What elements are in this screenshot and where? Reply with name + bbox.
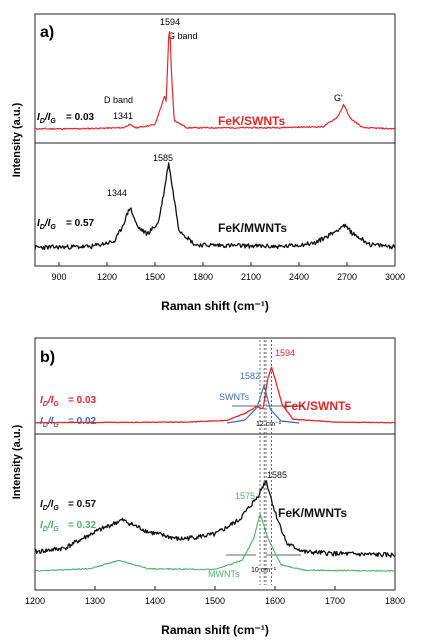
peak-label-1582-b: 1582 <box>240 371 260 381</box>
series-label-mwnts-b: MWNTs <box>208 569 240 579</box>
x-tick-label: 2100 <box>241 272 261 282</box>
peak-label-1575-b: 1575 <box>235 491 255 501</box>
svg-text:ID/IG: ID/IG <box>37 218 56 231</box>
annotation-g-band: G band <box>168 31 198 41</box>
svg-text:ID/IG: ID/IG <box>40 395 59 408</box>
peak-label-1585-b: 1585 <box>267 470 287 480</box>
series-line-swnts <box>226 384 300 424</box>
series-line-fek-swnts <box>34 31 396 130</box>
svg-text:ID/IG: ID/IG <box>40 520 59 533</box>
svg-text:ID/IG: ID/IG <box>40 499 59 512</box>
panel-a: a) Intensity (a.u.) Raman shift (cm⁻¹) I… <box>11 13 405 313</box>
peak-label-1594-b: 1594 <box>275 348 295 358</box>
svg-text:= 0.57: = 0.57 <box>66 218 95 229</box>
series-line-fek-swnts <box>34 366 396 424</box>
panel-b-label: b) <box>40 349 55 366</box>
panel-a-ratio-1: ID/IG = 0.03 <box>37 112 95 125</box>
series-line-fek-mwnts <box>34 480 396 558</box>
panel-b-dotted-markers <box>259 340 272 585</box>
shift-arrows <box>226 405 304 556</box>
svg-text:= 0.02: = 0.02 <box>68 416 97 427</box>
shift-label-10: 10 cm⁻¹ <box>251 567 277 574</box>
x-tick-label: 900 <box>51 272 66 282</box>
panel-b-plot <box>34 366 396 572</box>
svg-text:= 0.57: = 0.57 <box>68 499 97 510</box>
x-tick-label: 1200 <box>25 596 45 606</box>
panel-a-ylabel: Intensity (a.u.) <box>11 102 23 177</box>
panel-a-frame <box>34 13 396 267</box>
x-tick-label: 1500 <box>145 272 165 282</box>
panel-b: b) Intensity (a.u.) Raman shift (cm⁻¹) I… <box>11 337 405 637</box>
x-tick-label: 1600 <box>265 596 285 606</box>
x-tick-label: 1500 <box>205 596 225 606</box>
x-tick-label: 1400 <box>145 596 165 606</box>
svg-text:= 0.03: = 0.03 <box>66 112 95 123</box>
panel-a-xlabel: Raman shift (cm⁻¹) <box>161 299 269 313</box>
panel-a-x-ticks: 900 1200 1500 1800 2100 2400 2700 3000 <box>51 262 405 282</box>
series-label-fek-swnts-b: FeK/SWNTs <box>284 399 351 413</box>
panel-b-x-ticks: 1200 1300 1400 1500 1600 1700 1800 <box>25 586 405 606</box>
annotation-d-band: D band <box>104 95 133 105</box>
series-label-fek-swnts-a: FeK/SWNTs <box>218 114 285 128</box>
x-tick-label: 1200 <box>97 272 117 282</box>
x-tick-label: 3000 <box>385 272 405 282</box>
x-tick-label: 1800 <box>385 596 405 606</box>
svg-text:= 0.03: = 0.03 <box>68 395 97 406</box>
panel-b-ratio-fek-mwnts: ID/IG = 0.57 <box>40 499 97 512</box>
panel-b-ratio-fek-swnts: ID/IG = 0.03 <box>40 395 97 408</box>
panel-a-ratio-2: ID/IG = 0.57 <box>37 218 95 231</box>
panel-a-label: a) <box>40 24 54 41</box>
shift-label-12: 12 cm⁻¹ <box>256 421 282 428</box>
x-tick-label: 1800 <box>193 272 213 282</box>
x-tick-label: 2700 <box>337 272 357 282</box>
series-label-swnts-b: SWNTs <box>219 392 249 402</box>
panel-a-plot <box>34 31 396 251</box>
series-label-fek-mwnts-b: FeK/MWNTs <box>278 506 347 520</box>
annotation-1341: 1341 <box>113 111 133 121</box>
series-line-mwnts <box>34 513 396 572</box>
x-tick-label: 2400 <box>289 272 309 282</box>
svg-text:ID/IG: ID/IG <box>37 112 56 125</box>
panel-b-ratio-mwnts: ID/IG = 0.32 <box>40 520 97 533</box>
series-line-fek-mwnts <box>34 162 396 251</box>
svg-text:= 0.32: = 0.32 <box>68 520 97 531</box>
panel-b-ylabel: Intensity (a.u.) <box>11 424 23 499</box>
series-label-fek-mwnts-a: FeK/MWNTs <box>218 221 287 235</box>
annotation-1344: 1344 <box>107 188 127 198</box>
annotation-1585-a: 1585 <box>153 153 173 163</box>
panel-b-xlabel: Raman shift (cm⁻¹) <box>161 623 269 637</box>
x-tick-label: 1300 <box>85 596 105 606</box>
x-tick-label: 1700 <box>325 596 345 606</box>
annotation-g-prime: G' <box>334 93 343 103</box>
annotation-1594: 1594 <box>160 17 180 27</box>
